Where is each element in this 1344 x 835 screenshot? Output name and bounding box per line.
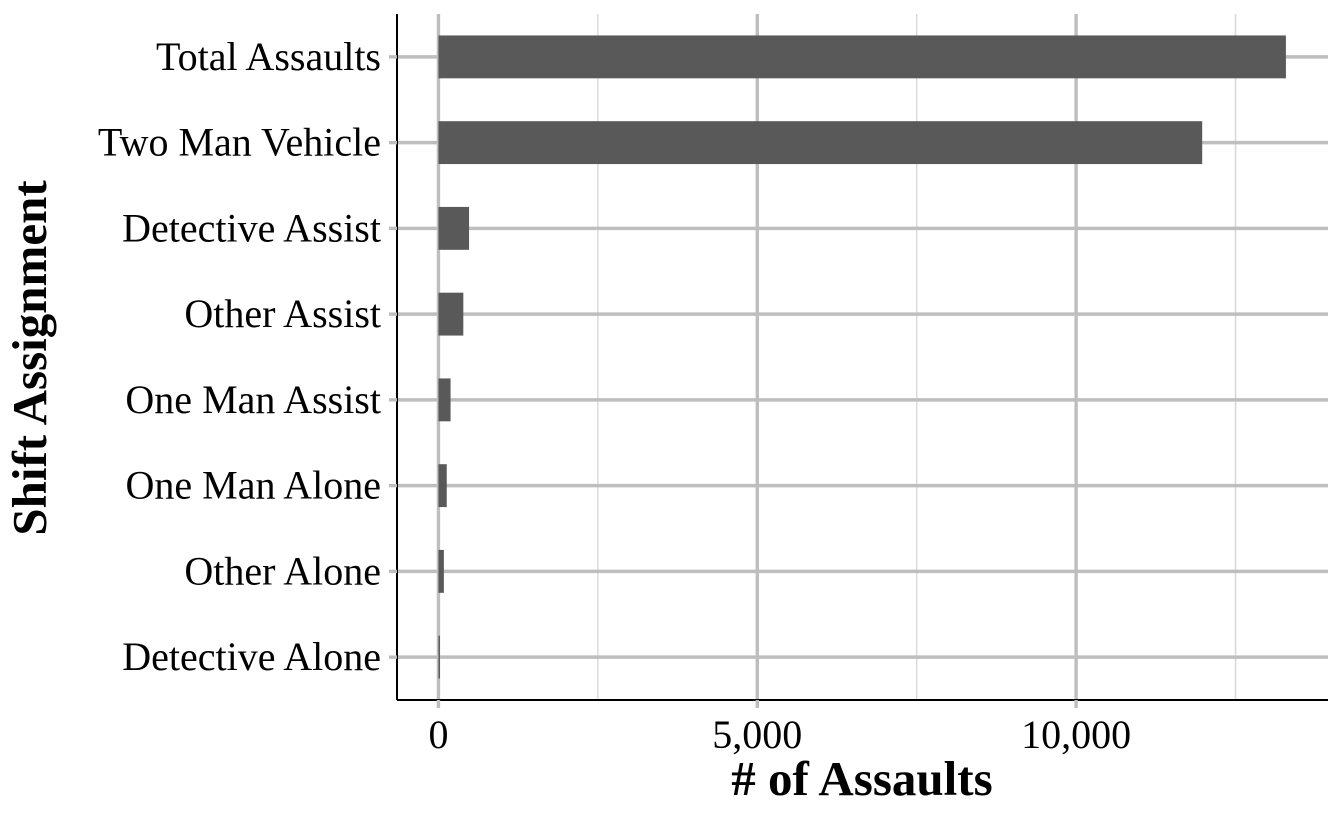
x-axis-title: # of Assaults bbox=[731, 751, 992, 806]
y-axis-title: Shift Assignment bbox=[2, 180, 57, 536]
bar-other-assist bbox=[438, 292, 464, 336]
bar-one-man-alone bbox=[438, 464, 447, 508]
bar-other-alone bbox=[438, 549, 444, 593]
y-tick-label: One Man Assist bbox=[125, 377, 381, 422]
bar-total-assaults bbox=[438, 35, 1286, 79]
bar-one-man-assist bbox=[438, 378, 451, 422]
x-tick-label: 10,000 bbox=[1021, 712, 1131, 757]
tick-labels: Total Assaults Two Man Vehicle Detective A… bbox=[98, 34, 1131, 757]
y-tick-label: Detective Assist bbox=[122, 205, 381, 250]
bar-detective-alone bbox=[438, 635, 440, 679]
y-tick-label: Other Assist bbox=[184, 291, 381, 336]
bars bbox=[438, 35, 1286, 679]
x-tick-label: 5,000 bbox=[712, 712, 802, 757]
axes bbox=[389, 14, 1328, 708]
y-tick-label: Other Alone bbox=[184, 548, 381, 593]
y-tick-label: Total Assaults bbox=[156, 34, 381, 79]
x-tick-label: 0 bbox=[428, 712, 448, 757]
bar-two-man-vehicle bbox=[438, 121, 1203, 165]
y-tick-label: Detective Alone bbox=[122, 634, 381, 679]
bar-detective-assist bbox=[438, 206, 470, 250]
grid-lines bbox=[397, 14, 1328, 700]
y-tick-label: One Man Alone bbox=[125, 463, 381, 508]
y-tick-label: Two Man Vehicle bbox=[98, 120, 381, 165]
